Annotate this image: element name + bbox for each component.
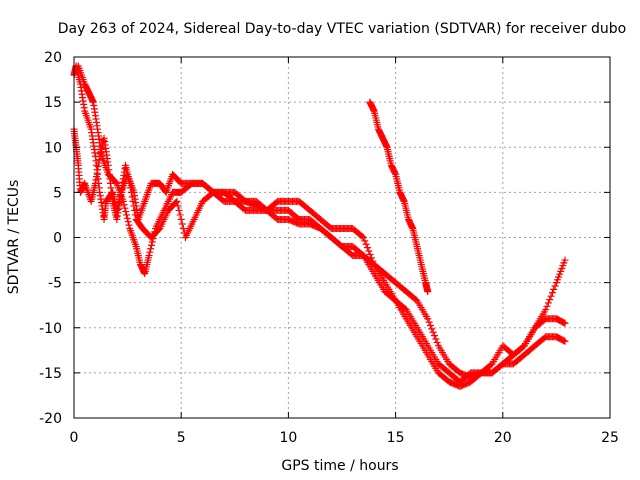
data-point	[123, 211, 131, 219]
data-point	[428, 325, 436, 333]
y-tick-label: -10	[39, 321, 62, 337]
y-tick-label: 0	[53, 231, 62, 247]
x-tick-label: 0	[70, 430, 79, 446]
data-point	[363, 244, 371, 252]
data-point	[550, 285, 558, 293]
data-point	[561, 337, 569, 345]
x-tick-label: 5	[177, 430, 186, 446]
x-tick-label: 20	[494, 430, 512, 446]
data-point	[544, 299, 552, 307]
data-point	[127, 184, 135, 192]
series-arc-steep	[366, 98, 432, 296]
data-point	[358, 232, 366, 240]
data-point	[131, 206, 139, 214]
x-tick-label: 25	[601, 430, 619, 446]
data-point	[542, 306, 550, 314]
data-point	[362, 240, 370, 248]
data-point	[424, 315, 432, 323]
data-point	[178, 220, 186, 228]
data-point	[432, 335, 440, 343]
series-arc-upper	[74, 62, 569, 381]
data-point	[425, 318, 433, 326]
data-point	[359, 234, 367, 241]
data-point	[176, 211, 184, 219]
data-point	[123, 214, 131, 222]
data-point	[424, 288, 432, 296]
y-tick-label: 5	[53, 185, 62, 201]
data-point	[561, 256, 569, 264]
data-point	[147, 245, 155, 253]
data-point	[365, 247, 373, 255]
data-point	[121, 204, 129, 212]
data-point	[128, 193, 136, 201]
series-arc-main	[70, 62, 569, 386]
grid-lines	[74, 57, 610, 418]
data-point	[561, 319, 569, 327]
data-point	[177, 215, 185, 223]
chart-title: Day 263 of 2024, Sidereal Day-to-day VTE…	[58, 21, 626, 37]
y-tick-label: -5	[48, 276, 62, 292]
data-point	[429, 328, 437, 336]
data-point	[173, 197, 181, 205]
y-tick-label: 20	[44, 50, 62, 66]
series-arc-lower	[70, 125, 569, 390]
data-point	[120, 201, 128, 209]
data-point	[174, 202, 182, 210]
x-tick-label: 15	[387, 430, 405, 446]
data-point	[124, 218, 132, 226]
data-point	[546, 296, 554, 304]
y-tick-label: -15	[39, 366, 62, 382]
data-point	[131, 211, 139, 219]
data-point	[126, 179, 134, 187]
x-axis-label: GPS time / hours	[281, 458, 398, 474]
data-point	[543, 302, 551, 310]
data-point	[179, 224, 187, 232]
x-tick-labels: 0 5 10 15 20 25	[70, 430, 619, 446]
x-tick-label: 10	[279, 430, 297, 446]
data-point	[127, 188, 135, 196]
data-point	[547, 292, 555, 300]
data-point	[146, 248, 154, 256]
data-point	[125, 221, 133, 229]
axis-ticks	[73, 56, 611, 419]
y-tick-label: -20	[39, 411, 62, 427]
y-tick-label: 15	[44, 95, 62, 111]
data-point	[361, 237, 369, 245]
data-point	[551, 282, 559, 290]
data-point	[129, 197, 137, 205]
data-point	[130, 202, 138, 210]
y-tick-label: 10	[44, 140, 62, 156]
data-points	[70, 62, 569, 390]
data-point	[145, 252, 153, 260]
data-point	[366, 250, 374, 258]
data-point	[433, 338, 441, 346]
y-axis-label: SDTVAR / TECUs	[6, 180, 22, 295]
data-point	[548, 289, 556, 297]
data-point	[426, 321, 434, 329]
data-point	[175, 206, 183, 214]
y-tick-labels: -20 -15 -10 -5 0 5 10 15 20	[39, 50, 62, 427]
data-point	[122, 208, 130, 216]
data-point	[430, 332, 438, 340]
data-point	[147, 241, 155, 249]
